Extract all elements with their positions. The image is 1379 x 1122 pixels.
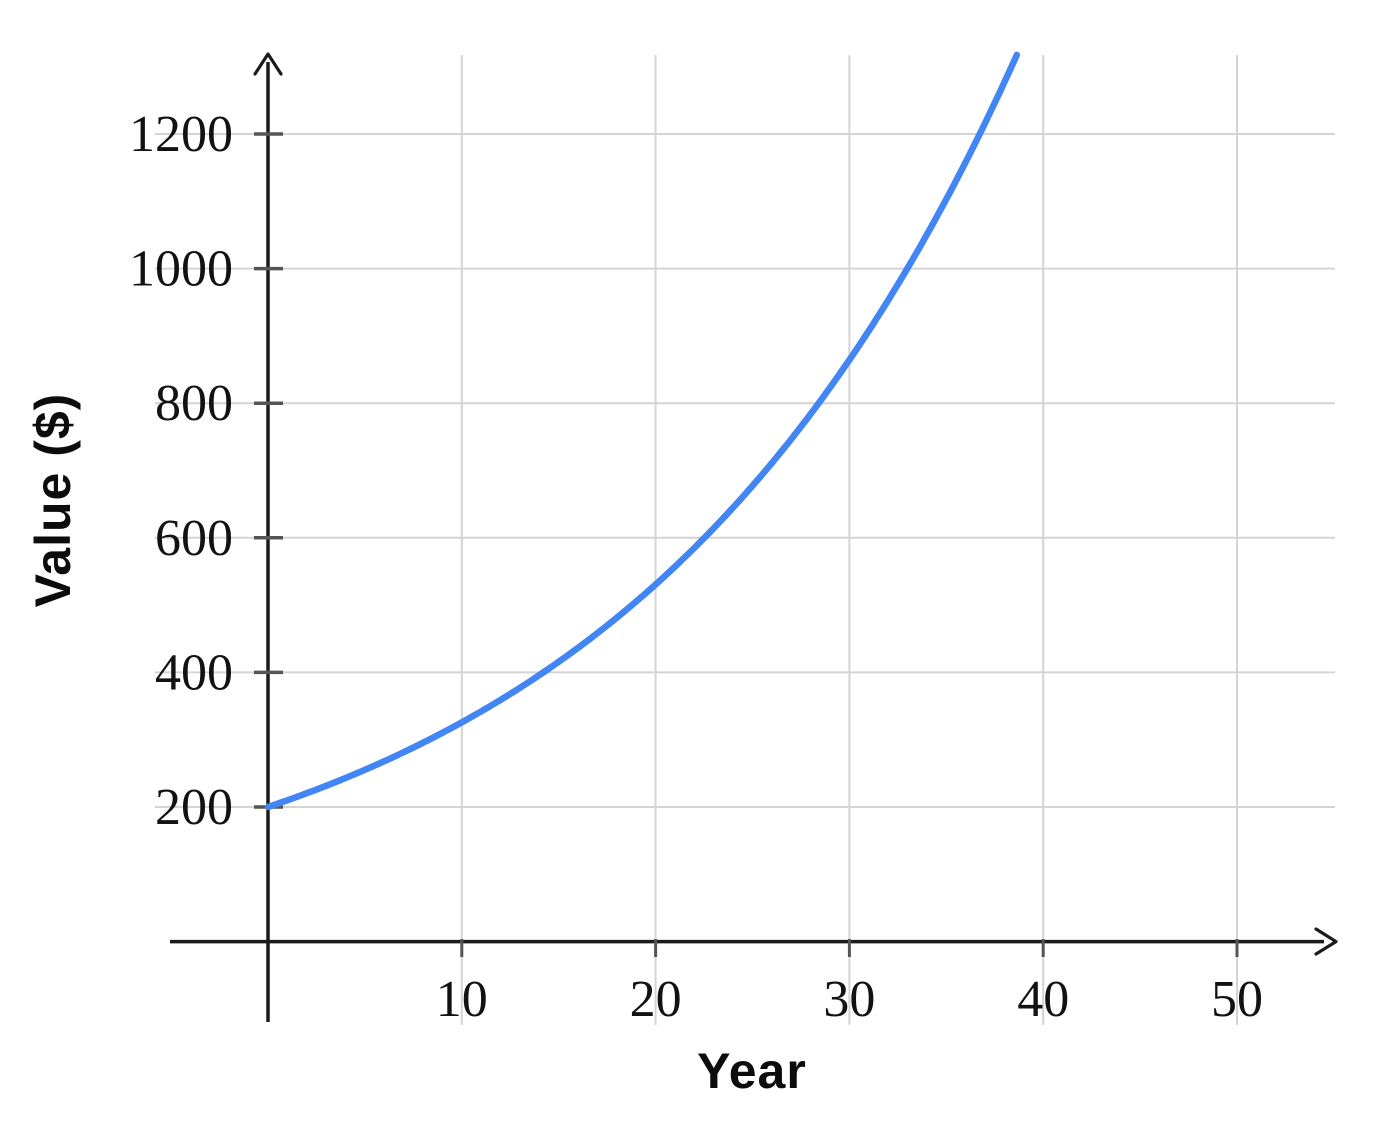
- y-tick-label: 200: [155, 779, 233, 836]
- x-tick-label: 50: [1211, 971, 1263, 1028]
- y-tick-label: 1000: [129, 241, 233, 298]
- y-tick-label: 600: [155, 510, 233, 567]
- value-curve: [264, 51, 1021, 811]
- x-tick-label: 30: [823, 971, 875, 1028]
- y-axis-label: Value ($): [25, 393, 81, 608]
- x-tick-label: 20: [630, 971, 682, 1028]
- x-axis-label: Year: [697, 1043, 807, 1099]
- y-tick-label: 800: [155, 375, 233, 432]
- axes: [170, 52, 1338, 1022]
- x-tick-label: 10: [436, 971, 488, 1028]
- data-series: [264, 51, 1021, 811]
- y-tick-label: 400: [155, 644, 233, 701]
- tick-labels: 200 400 600 800 1000 1200 10 20 30 40 50: [129, 106, 1263, 1028]
- y-tick-label: 1200: [129, 106, 233, 163]
- y-axis-arrow-icon: [253, 52, 283, 76]
- x-tick-label: 40: [1017, 971, 1069, 1028]
- x-axis-arrow-icon: [1314, 927, 1338, 956]
- axis-ticks: [254, 132, 1239, 957]
- gridlines: [155, 55, 1335, 1025]
